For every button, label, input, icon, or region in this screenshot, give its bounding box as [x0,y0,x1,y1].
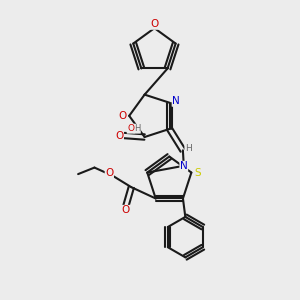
Text: O: O [105,168,113,178]
Text: O: O [122,206,130,215]
Text: S: S [195,168,201,178]
Text: H: H [185,144,192,153]
Text: O: O [118,111,127,121]
Text: N: N [172,96,180,106]
Text: N: N [180,161,188,171]
Text: H: H [134,124,140,133]
Text: O: O [127,124,134,133]
Text: O: O [115,130,124,140]
Text: O: O [150,19,159,29]
